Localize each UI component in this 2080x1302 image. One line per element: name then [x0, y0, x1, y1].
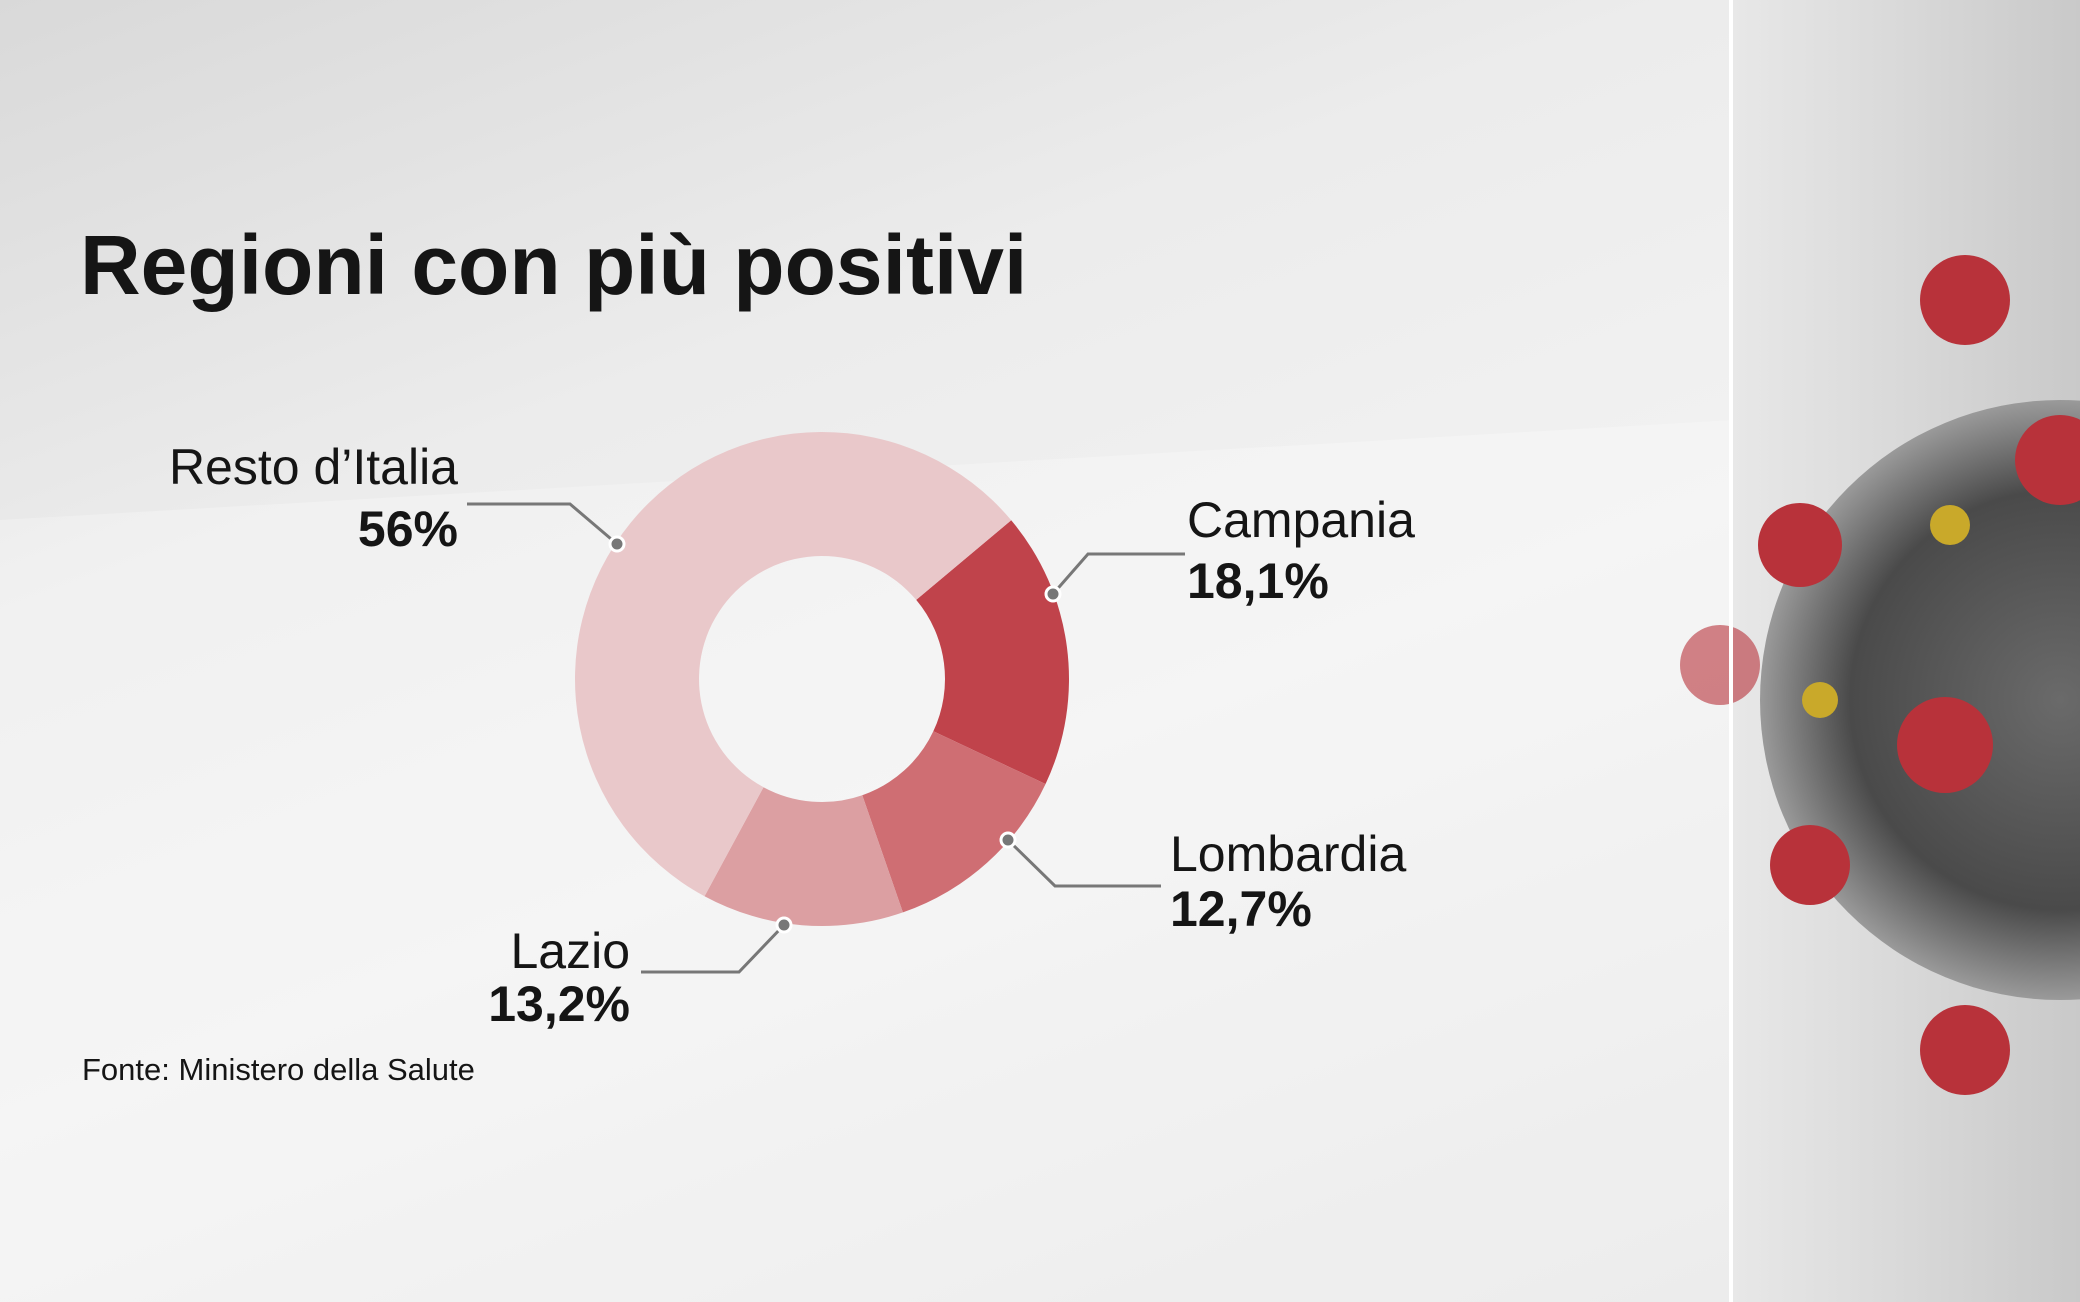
slice-label: Resto d’Italia: [169, 439, 458, 495]
donut-slice: [575, 432, 1012, 897]
donut-slice: [916, 520, 1070, 785]
leader-line: [1051, 552, 1185, 595]
leader-dot: [1044, 585, 1062, 603]
leader-dot: [999, 831, 1017, 849]
slice-value: 56%: [358, 501, 458, 557]
donut-slice: [862, 731, 1046, 913]
leader-dot: [775, 916, 793, 934]
leader-line: [1006, 838, 1161, 888]
slice-label: Campania: [1187, 492, 1415, 548]
donut: [575, 432, 1070, 926]
leader-line: [467, 502, 618, 546]
chart-title: Regioni con più positivi: [80, 218, 1027, 312]
slice-label: Lazio: [510, 923, 630, 979]
source-note: Fonte: Ministero della Salute: [82, 1052, 475, 1087]
slice-value: 12,7%: [1170, 881, 1312, 937]
leader-line: [641, 923, 786, 974]
slice-value: 13,2%: [488, 976, 630, 1032]
donut-slice: [704, 787, 903, 926]
slice-value: 18,1%: [1187, 553, 1329, 609]
leader-dot: [608, 535, 626, 553]
slice-label: Lombardia: [1170, 826, 1406, 882]
